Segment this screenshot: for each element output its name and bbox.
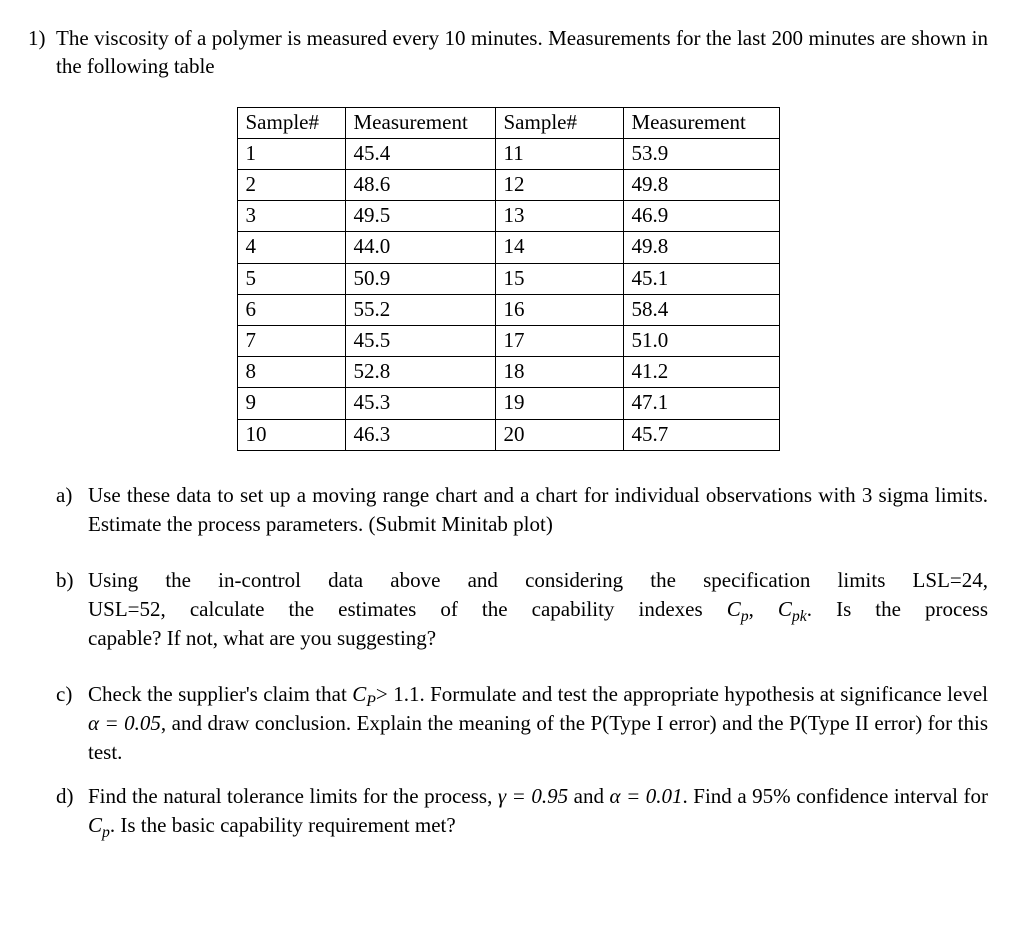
table-cell: 48.6	[345, 170, 495, 201]
table-cell: 17	[495, 326, 623, 357]
table-body: 145.41153.9248.61249.8349.51346.9444.014…	[237, 138, 779, 450]
table-header-row: Sample# Measurement Sample# Measurement	[237, 107, 779, 138]
table-cell: 5	[237, 263, 345, 294]
part-b-line3: capable? If not, what are you suggesting…	[88, 624, 988, 653]
part-b-comma: ,	[749, 597, 778, 621]
table-cell: 3	[237, 201, 345, 232]
cp-sub: p	[741, 608, 749, 625]
part-d-seg1: Find the natural tolerance limits for th…	[88, 784, 498, 808]
table-cell: 45.4	[345, 138, 495, 169]
cpk-sub: pk	[792, 608, 807, 625]
part-b-line2a: USL=52, calculate the estimates of the c…	[88, 597, 727, 621]
part-d-alpha: α = 0.01	[610, 784, 683, 808]
part-d-cp-sub: p	[102, 824, 110, 841]
part-d-cp: C	[88, 813, 102, 837]
part-b-label: b)	[56, 566, 88, 595]
part-c-cp-sub: P	[366, 693, 376, 710]
table-cell: 50.9	[345, 263, 495, 294]
part-c-seg1: Check the supplier's claim that	[88, 682, 352, 706]
part-a-text: Use these data to set up a moving range …	[88, 481, 988, 540]
cpk-symbol: C	[778, 597, 792, 621]
table-cell: 1	[237, 138, 345, 169]
part-d-seg3: . Find a 95% confidence interval for	[683, 784, 988, 808]
question-intro: The viscosity of a polymer is measured e…	[56, 24, 988, 81]
table-cell: 45.7	[623, 419, 779, 450]
table-cell: 10	[237, 419, 345, 450]
table-row: 145.41153.9	[237, 138, 779, 169]
table-cell: 15	[495, 263, 623, 294]
part-d-seg4: . Is the basic capability requirement me…	[110, 813, 456, 837]
part-b: b) Using the in-control data above and c…	[28, 566, 988, 654]
table-row: 1046.32045.7	[237, 419, 779, 450]
table-cell: 19	[495, 388, 623, 419]
table-cell: 9	[237, 388, 345, 419]
table-cell: 44.0	[345, 232, 495, 263]
table-cell: 6	[237, 294, 345, 325]
part-c: c) Check the supplier's claim that CP> 1…	[28, 680, 988, 768]
part-c-label: c)	[56, 680, 88, 709]
table-cell: 49.8	[623, 170, 779, 201]
table-cell: 58.4	[623, 294, 779, 325]
table-cell: 53.9	[623, 138, 779, 169]
part-c-alpha: α = 0.05	[88, 711, 161, 735]
part-b-line2: USL=52, calculate the estimates of the c…	[88, 595, 988, 624]
table-row: 745.51751.0	[237, 326, 779, 357]
table-row: 444.01449.8	[237, 232, 779, 263]
table-cell: 45.1	[623, 263, 779, 294]
table-cell: 7	[237, 326, 345, 357]
part-d-gamma: γ = 0.95	[498, 784, 568, 808]
table-cell: 49.8	[623, 232, 779, 263]
table-row: 852.81841.2	[237, 357, 779, 388]
table-cell: 14	[495, 232, 623, 263]
table-cell: 20	[495, 419, 623, 450]
table-cell: 51.0	[623, 326, 779, 357]
table-cell: 49.5	[345, 201, 495, 232]
table-cell: 46.9	[623, 201, 779, 232]
table-cell: 47.1	[623, 388, 779, 419]
table-cell: 13	[495, 201, 623, 232]
page-root: 1) The viscosity of a polymer is measure…	[0, 0, 1024, 865]
table-cell: 11	[495, 138, 623, 169]
table-row: 655.21658.4	[237, 294, 779, 325]
table-cell: 12	[495, 170, 623, 201]
table-cell: 18	[495, 357, 623, 388]
col-header-meas2: Measurement	[623, 107, 779, 138]
part-d-text: Find the natural tolerance limits for th…	[88, 782, 988, 841]
table-cell: 45.5	[345, 326, 495, 357]
part-b-line1: Using the in-control data above and cons…	[88, 566, 988, 595]
table-row: 550.91545.1	[237, 263, 779, 294]
part-d-seg2: and	[568, 784, 609, 808]
table-cell: 41.2	[623, 357, 779, 388]
col-header-sample2: Sample#	[495, 107, 623, 138]
part-b-line2b: . Is the process	[807, 597, 988, 621]
table-row: 945.31947.1	[237, 388, 779, 419]
part-d-label: d)	[56, 782, 88, 811]
col-header-sample1: Sample#	[237, 107, 345, 138]
question-header: 1) The viscosity of a polymer is measure…	[28, 24, 988, 81]
part-b-text: Using the in-control data above and cons…	[88, 566, 988, 654]
table-cell: 55.2	[345, 294, 495, 325]
col-header-meas1: Measurement	[345, 107, 495, 138]
table-cell: 4	[237, 232, 345, 263]
measurements-table: Sample# Measurement Sample# Measurement …	[237, 107, 780, 451]
question-number: 1)	[28, 24, 56, 52]
part-c-seg2: > 1.1. Formulate and test the appropriat…	[376, 682, 988, 706]
table-cell: 16	[495, 294, 623, 325]
cp-symbol: C	[727, 597, 741, 621]
part-c-text: Check the supplier's claim that CP> 1.1.…	[88, 680, 988, 768]
table-cell: 8	[237, 357, 345, 388]
table-cell: 2	[237, 170, 345, 201]
table-cell: 45.3	[345, 388, 495, 419]
part-c-seg3: , and draw conclusion. Explain the meani…	[88, 711, 988, 764]
table-row: 248.61249.8	[237, 170, 779, 201]
part-a: a) Use these data to set up a moving ran…	[28, 481, 988, 540]
part-c-cp: C	[352, 682, 366, 706]
table-container: Sample# Measurement Sample# Measurement …	[28, 107, 988, 451]
table-cell: 52.8	[345, 357, 495, 388]
part-d: d) Find the natural tolerance limits for…	[28, 782, 988, 841]
table-row: 349.51346.9	[237, 201, 779, 232]
table-cell: 46.3	[345, 419, 495, 450]
part-a-label: a)	[56, 481, 88, 510]
